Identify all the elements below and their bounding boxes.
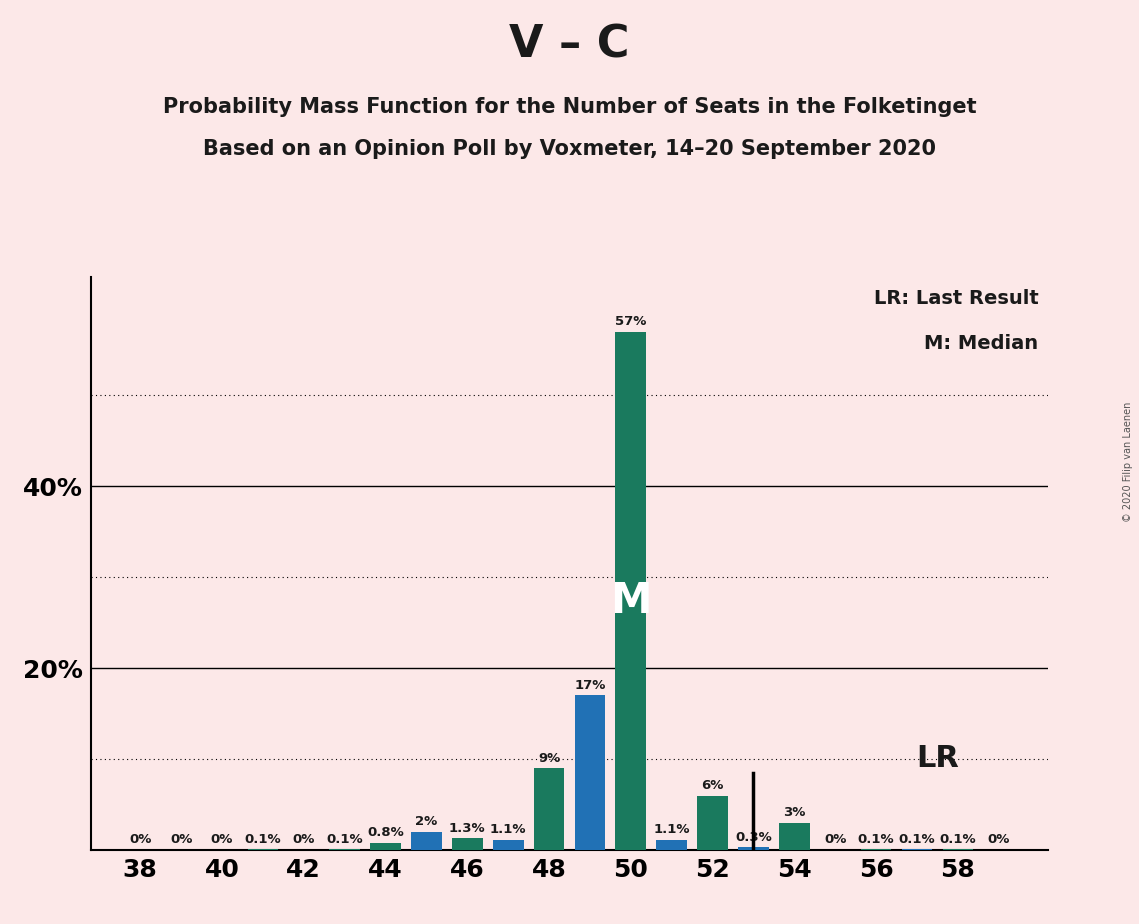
Text: 17%: 17% [574,679,606,692]
Text: 2%: 2% [416,815,437,828]
Text: 0.1%: 0.1% [858,833,894,845]
Text: 0.1%: 0.1% [940,833,976,845]
Text: 0%: 0% [988,833,1010,846]
Text: 0%: 0% [825,833,846,846]
Bar [697,796,728,850]
Bar [370,843,401,850]
Bar [534,768,565,850]
Text: V – C: V – C [509,23,630,67]
Text: Probability Mass Function for the Number of Seats in the Folketinget: Probability Mass Function for the Number… [163,97,976,117]
Text: 9%: 9% [538,751,560,764]
Bar [779,822,810,850]
Text: 0%: 0% [129,833,151,846]
Text: LR: Last Result: LR: Last Result [874,288,1039,308]
Bar [411,832,442,850]
Text: 1.1%: 1.1% [654,823,690,836]
Text: 3%: 3% [784,806,805,820]
Text: 0%: 0% [170,833,192,846]
Text: M: M [611,580,652,622]
Bar [452,838,483,850]
Text: LR: LR [916,744,959,772]
Text: 0.1%: 0.1% [899,833,935,845]
Text: 0%: 0% [293,833,314,846]
Text: 0.8%: 0.8% [367,826,404,839]
Text: 1.3%: 1.3% [449,821,485,834]
Bar [615,332,646,850]
Text: 0.1%: 0.1% [326,833,363,845]
Text: © 2020 Filip van Laenen: © 2020 Filip van Laenen [1123,402,1133,522]
Text: 57%: 57% [615,315,647,328]
Bar [738,847,769,850]
Text: M: Median: M: Median [924,334,1039,354]
Bar [493,840,524,850]
Text: 0.1%: 0.1% [245,833,281,845]
Text: 0%: 0% [211,833,233,846]
Text: Based on an Opinion Poll by Voxmeter, 14–20 September 2020: Based on an Opinion Poll by Voxmeter, 14… [203,139,936,159]
Bar [656,840,687,850]
Bar [574,696,605,850]
Text: 1.1%: 1.1% [490,823,526,836]
Text: 0.3%: 0.3% [735,831,772,844]
Text: 6%: 6% [702,779,723,792]
